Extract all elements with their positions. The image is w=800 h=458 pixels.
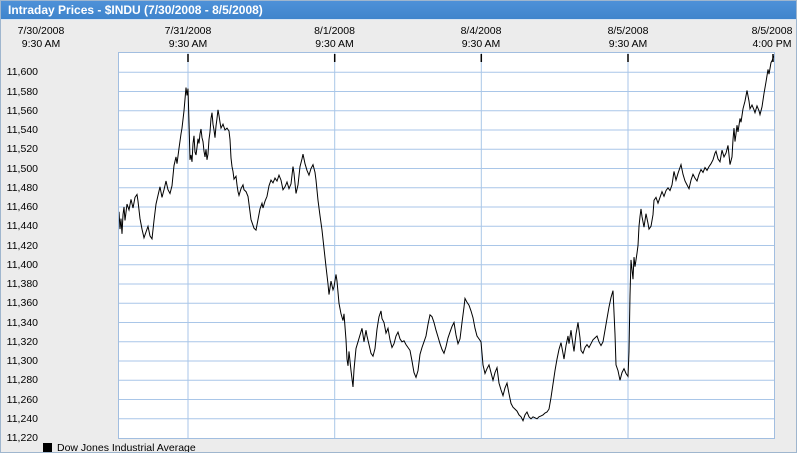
y-axis-label-11500: 11,500 [6, 162, 38, 175]
x-axis-label-date: 8/5/2008 [607, 25, 649, 37]
price-line [119, 55, 774, 422]
y-axis-label-11360: 11,360 [6, 297, 38, 310]
gridlines [119, 53, 774, 438]
x-axis-label-time: 9:30 AM [461, 38, 501, 50]
y-axis-label-11380: 11,380 [6, 278, 38, 290]
y-axis-label-11340: 11,340 [6, 316, 38, 329]
y-axis-label-11560: 11,560 [6, 104, 38, 117]
y-axis-label-11440: 11,440 [6, 220, 38, 233]
y-axis-label-11400: 11,400 [6, 258, 38, 271]
y-axis-label-11460: 11,460 [6, 201, 38, 213]
axis-tick-marks [187, 54, 774, 62]
y-axis-label-11480: 11,480 [6, 181, 38, 194]
x-axis-label-2: 8/1/2008 9:30 AM [280, 25, 390, 51]
x-axis-label-5: 8/5/2008 4:00 PM [717, 25, 796, 51]
legend-swatch [43, 443, 52, 452]
x-axis-label-time: 9:30 AM [168, 38, 208, 50]
y-axis-label-11260: 11,260 [6, 393, 38, 406]
x-axis-label-date: 7/30/2008 [17, 25, 65, 37]
y-axis-label-11580: 11,580 [6, 85, 38, 98]
y-axis-label-11280: 11,280 [6, 374, 38, 387]
y-axis-label-11320: 11,320 [6, 335, 38, 348]
chart-title: Intraday Prices - $INDU (7/30/2008 - 8/5… [8, 3, 263, 17]
y-axis-label-11240: 11,240 [6, 412, 38, 425]
x-axis-label-0: 7/30/2008 9:30 AM [1, 25, 96, 51]
y-axis-label-11540: 11,540 [6, 124, 38, 136]
title-bar: Intraday Prices - $INDU (7/30/2008 - 8/5… [1, 1, 796, 20]
x-axis-label-date: 8/1/2008 [314, 25, 355, 37]
legend-label: Dow Jones Industrial Average [57, 441, 196, 453]
x-axis-label-3: 8/4/2008 9:30 AM [426, 25, 536, 51]
y-axis-label-11300: 11,300 [6, 355, 38, 367]
x-axis-label-date: 7/31/2008 [164, 25, 212, 37]
x-axis-label-date: 8/5/2008 [751, 25, 793, 37]
x-axis-label-time: 9:30 AM [315, 38, 354, 50]
y-axis-label-11520: 11,520 [6, 143, 38, 156]
plot-area [118, 52, 775, 439]
y-axis-label-11220: 11,220 [6, 432, 38, 444]
x-axis-label-time: 9:30 AM [608, 38, 648, 50]
legend: Dow Jones Industrial Average [43, 441, 196, 453]
y-axis-label-11420: 11,420 [6, 239, 38, 252]
y-axis-label-11600: 11,600 [6, 66, 38, 79]
x-axis-label-1: 7/31/2008 9:30 AM [133, 25, 243, 51]
x-axis-label-date: 8/4/2008 [460, 25, 502, 37]
x-axis-label-time: 9:30 AM [21, 38, 61, 50]
price-chart-svg [119, 53, 774, 438]
x-axis-label-time: 4:00 PM [752, 38, 792, 50]
x-axis-label-4: 8/5/2008 9:30 AM [573, 25, 683, 51]
